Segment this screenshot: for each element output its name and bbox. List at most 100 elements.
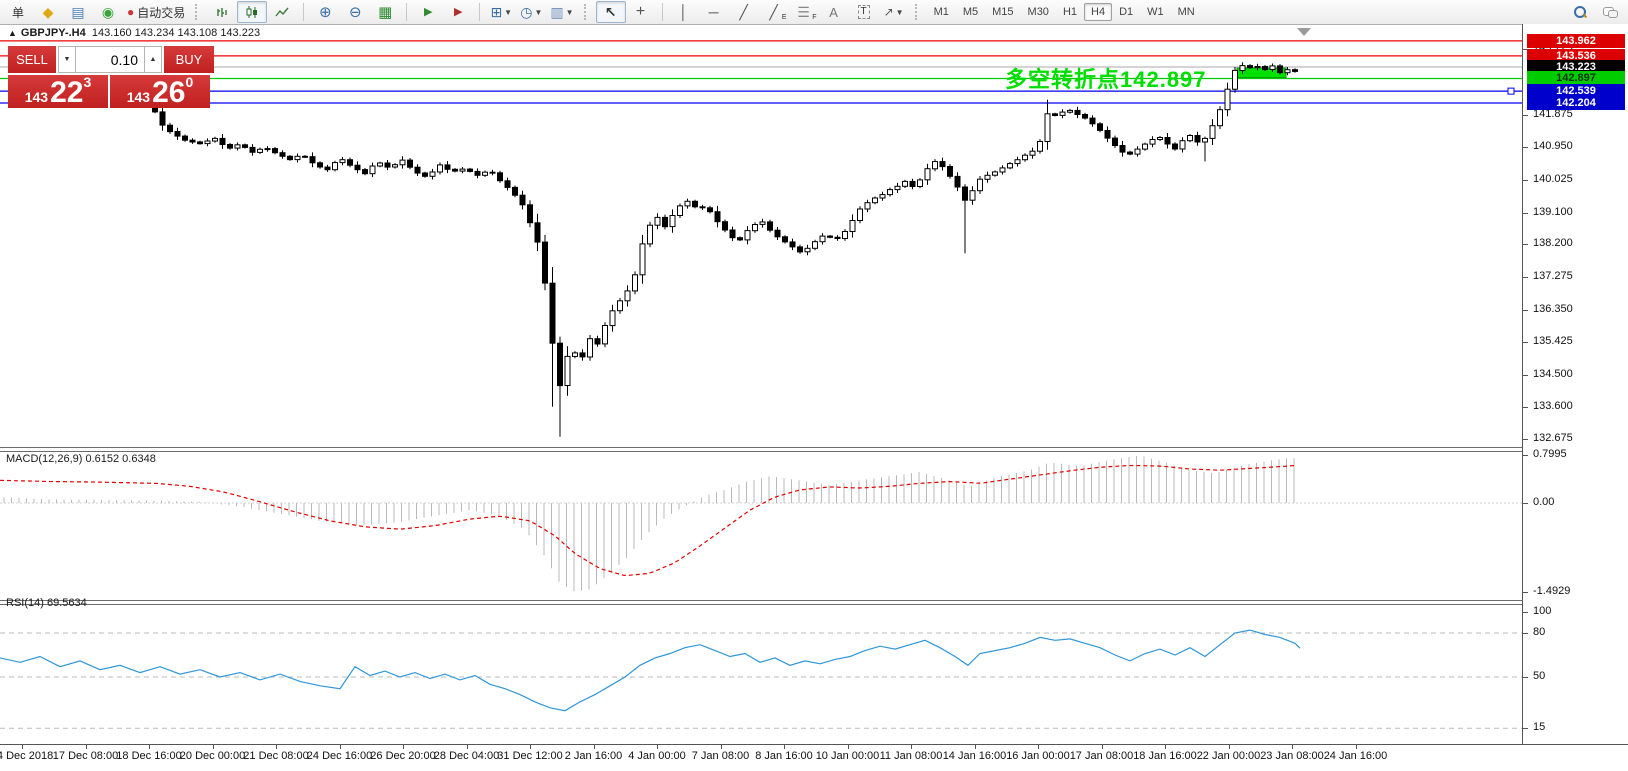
bar-chart-button[interactable] xyxy=(207,1,237,23)
lot-dropdown-button[interactable]: ▼ xyxy=(58,46,76,73)
auto-scroll-button[interactable]: ▶ xyxy=(413,1,443,23)
period-icon: ◷ xyxy=(520,4,533,20)
up-arrow-icon: ▲ xyxy=(149,56,157,63)
signals-button[interactable]: ◉ xyxy=(93,1,123,23)
crosshair-tool-button[interactable]: + xyxy=(626,1,656,23)
chart-shift-marker[interactable] xyxy=(1297,28,1311,36)
dropdown-arrow-icon: ▼ xyxy=(504,7,513,17)
collapse-triangle-icon[interactable]: ▲ xyxy=(8,28,17,38)
fibonacci-tool-button[interactable]: ☰ F xyxy=(789,1,819,23)
period-dropdown-button[interactable]: ◷ ▼ xyxy=(516,1,546,23)
sell-price-display[interactable]: 143 22 3 xyxy=(8,75,110,108)
level-price-badge: 143.962 xyxy=(1527,33,1625,48)
timeframe-button-m1[interactable]: M1 xyxy=(933,6,949,18)
sell-button[interactable]: SELL xyxy=(8,46,58,73)
time-tick-label: 24 Jan 16:00 xyxy=(1323,750,1388,762)
zoom-in-icon: ⊕ xyxy=(318,3,332,21)
time-tick-label: 20 Dec 00:00 xyxy=(179,750,246,762)
time-tick-label: 22 Jan 00:00 xyxy=(1196,750,1261,762)
trendline-tool-button[interactable]: ╱ xyxy=(729,1,759,23)
charts-icon: ▤ xyxy=(71,4,85,20)
level-lines-group[interactable] xyxy=(0,40,1522,104)
horizontal-line-tool-button[interactable]: ─ xyxy=(699,1,729,23)
charts-window-button[interactable]: ▤ xyxy=(63,1,93,23)
dropdown-arrow-icon: ▼ xyxy=(63,56,71,63)
hline-icon: ─ xyxy=(708,4,719,20)
timeframe-button-m15[interactable]: M15 xyxy=(992,6,1014,18)
line-chart-button[interactable] xyxy=(267,1,297,23)
new-chart-button[interactable]: ⊞ ▼ xyxy=(486,1,516,23)
zoom-in-button[interactable]: ⊕ xyxy=(310,1,340,23)
timeframe-button-w1[interactable]: W1 xyxy=(1147,6,1164,18)
sell-price-big: 22 xyxy=(50,76,84,109)
arrows-icon: ↗ xyxy=(883,5,894,19)
rsi-tick-label: 80 xyxy=(1533,625,1546,638)
time-tick xyxy=(593,745,595,749)
template-dropdown-button[interactable]: ▥ ▼ xyxy=(546,1,577,23)
toolbar: 单 ◆ ▤ ◉ ● 自动交易 ⊕ ⊖ ▦ xyxy=(0,0,1628,25)
pane-divider[interactable] xyxy=(0,447,1628,452)
timeframe-button-mn[interactable]: MN xyxy=(1177,6,1195,18)
autotrading-button[interactable]: ● 自动交易 xyxy=(123,1,189,23)
line-handle[interactable] xyxy=(1507,87,1515,95)
channel-icon: ╱ xyxy=(769,4,778,20)
time-tick xyxy=(974,745,976,749)
chat-button[interactable] xyxy=(1595,1,1625,23)
channel-sub-label: E xyxy=(781,14,787,21)
market-watch-button[interactable]: ◆ xyxy=(33,1,63,23)
text-tool-button[interactable]: A xyxy=(819,1,849,23)
timeframe-button-d1[interactable]: D1 xyxy=(1119,6,1134,18)
pane-divider[interactable] xyxy=(0,600,1628,605)
buy-button-label: BUY xyxy=(175,52,203,67)
timeframe-button-h4[interactable]: H4 xyxy=(1084,3,1113,21)
price-tick-label: 134.500 xyxy=(1533,367,1573,380)
zoom-out-button[interactable]: ⊖ xyxy=(340,1,370,23)
lot-increase-button[interactable]: ▲ xyxy=(145,46,162,73)
time-tick xyxy=(530,745,531,749)
tile-windows-button[interactable]: ▦ xyxy=(370,1,400,23)
rsi-tick-label: 50 xyxy=(1533,669,1546,682)
arrows-tool-button[interactable]: ↗ ▼ xyxy=(879,1,909,23)
timeframe-button-m5[interactable]: M5 xyxy=(962,6,979,18)
candlestick-icon xyxy=(246,6,258,18)
text-icon: A xyxy=(829,4,838,20)
price-tick-label: 132.675 xyxy=(1533,432,1573,445)
time-tick xyxy=(1355,745,1357,749)
scale-tick xyxy=(1523,244,1528,246)
time-tick xyxy=(1101,745,1103,749)
candles-group xyxy=(152,62,1298,437)
vertical-line-tool-button[interactable]: │ xyxy=(669,1,699,23)
time-tick-label: 24 Dec 16:00 xyxy=(306,750,373,762)
timeframe-button-m30[interactable]: M30 xyxy=(1027,6,1049,18)
rsi-label: RSI(14) 69.5634 xyxy=(6,597,87,609)
scale-tick xyxy=(1523,591,1528,593)
price-tick-label: 136.350 xyxy=(1533,302,1573,315)
autotrading-icon: ● xyxy=(127,5,135,19)
sell-price-sup: 3 xyxy=(83,74,92,90)
dropdown-arrow-icon: ▼ xyxy=(895,7,904,17)
time-tick xyxy=(466,745,468,749)
price-tick-label: 137.275 xyxy=(1533,269,1573,282)
price-tick-label: 140.950 xyxy=(1533,140,1573,153)
time-tick-label: 26 Dec 20:00 xyxy=(370,750,436,762)
time-tick xyxy=(212,745,214,749)
channel-tool-button[interactable]: ╱ E xyxy=(759,1,789,23)
chart-shift-button[interactable]: ▶ xyxy=(443,1,473,23)
scale-tick xyxy=(1523,612,1528,613)
buy-price-display[interactable]: 143 26 0 xyxy=(110,75,210,108)
toolbar-separator xyxy=(303,3,305,21)
price-scale[interactable]: 143.725141.875140.950140.025139.100138.2… xyxy=(1522,24,1628,745)
new-order-button[interactable]: 单 xyxy=(3,1,33,23)
sell-button-label: SELL xyxy=(16,52,48,67)
text-label-tool-button[interactable]: T xyxy=(849,1,879,23)
trend-annotation-text[interactable]: 多空转折点142.897 xyxy=(1005,67,1207,92)
search-button[interactable] xyxy=(1565,1,1595,23)
candlestick-chart-button[interactable] xyxy=(237,1,268,23)
timeframe-button-h1[interactable]: H1 xyxy=(1062,6,1077,18)
cursor-tool-button[interactable]: ↖ xyxy=(595,1,626,23)
buy-button[interactable]: BUY xyxy=(162,46,214,73)
lot-size-input[interactable] xyxy=(76,46,145,73)
time-tick-label: 18 Jan 16:00 xyxy=(1133,750,1197,762)
